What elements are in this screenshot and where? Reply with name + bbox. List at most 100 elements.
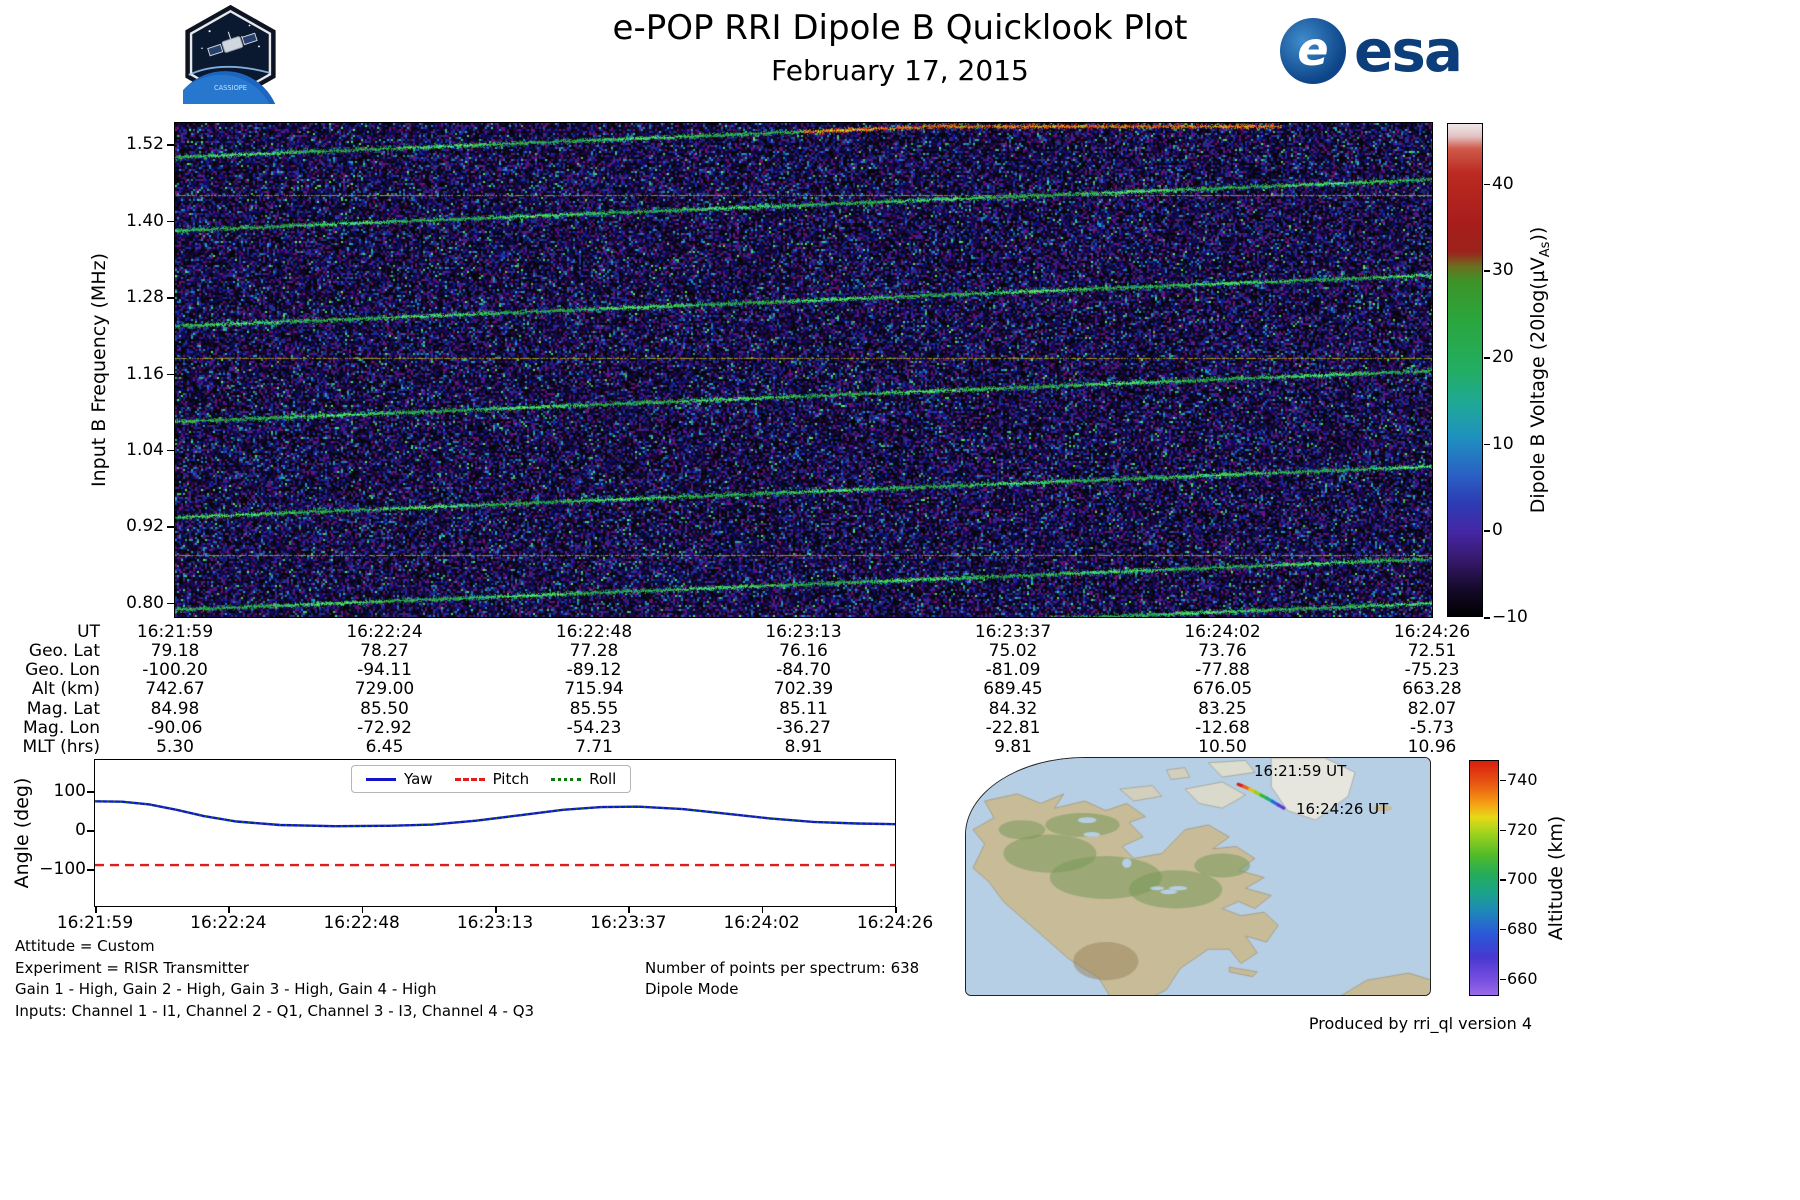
ephemeris-value: 715.94 — [564, 679, 624, 700]
ephemeris-value: -77.88 — [1195, 660, 1250, 681]
ephemeris-value: 85.50 — [360, 698, 409, 719]
altitude-colorbar-tickmark — [1500, 829, 1506, 832]
produced-by-note: Produced by rri_ql version 4 — [1308, 1014, 1532, 1033]
ephemeris-value: 16:22:24 — [346, 621, 423, 642]
angle-xtickmark — [495, 907, 497, 913]
ephemeris-value: 10.50 — [1198, 737, 1247, 758]
ephemeris-value: -100.20 — [142, 660, 208, 681]
spectrogram-colorbar-label: Dipole B Voltage (20log(µVAs)) — [1527, 227, 1553, 514]
ephemeris-value: -5.73 — [1410, 718, 1454, 738]
spectrogram-ytickmark — [167, 220, 174, 223]
ephemeris-value: -36.27 — [776, 718, 831, 738]
angle-plot-legend: Yaw Pitch Roll — [351, 765, 632, 793]
page-subtitle: February 17, 2015 — [771, 54, 1029, 87]
altitude-colorbar-tickmark — [1500, 978, 1506, 981]
ephemeris-value: -12.68 — [1195, 718, 1250, 738]
yaw-line-icon — [366, 777, 396, 781]
angle-ytick: 0 — [75, 820, 86, 841]
spectrogram-colorbar-tick: 30 — [1492, 260, 1514, 281]
ground-track-map: 16:21:59 UT 16:24:26 UT — [965, 757, 1431, 996]
spectrogram-ytick: 1.04 — [126, 439, 164, 460]
ephemeris-value: 689.45 — [983, 679, 1043, 700]
angle-xtickmark — [361, 907, 364, 913]
ephemeris-value: 78.27 — [360, 640, 409, 661]
altitude-colorbar-tickmark — [1500, 879, 1506, 881]
spectrogram-colorbar-tickmark — [1484, 617, 1490, 619]
ephemeris-value: 85.11 — [779, 698, 828, 719]
ephemeris-value: -94.11 — [357, 660, 412, 681]
ephemeris-value: -75.23 — [1404, 660, 1460, 681]
ephemeris-value: 16:23:37 — [974, 621, 1052, 642]
spectrogram-colorbar-tickmark — [1484, 183, 1490, 186]
ephemeris-value: 729.00 — [354, 679, 415, 700]
yaw-line — [94, 800, 896, 828]
spectrogram-colorbar-tickmark — [1484, 357, 1490, 359]
spectrogram-colorbar-tickmark — [1484, 443, 1490, 446]
ephemeris-row-label: Alt (km) — [31, 679, 100, 700]
angle-ytickmark — [87, 830, 94, 832]
ephemeris-value: 75.02 — [988, 640, 1038, 661]
colorbar-label-sub: As — [1537, 241, 1553, 258]
ephemeris-value: 7.71 — [575, 737, 613, 758]
legend-label-pitch: Pitch — [492, 770, 530, 788]
esa-globe-icon: e — [1280, 18, 1346, 84]
angle-xtickmark — [895, 907, 897, 913]
points-per-spectrum-note: Number of points per spectrum: 638 — [645, 959, 920, 977]
spectrogram-colorbar-tickmark — [1484, 270, 1490, 272]
ephemeris-value: 663.28 — [1402, 679, 1462, 700]
ephemeris-value: 676.05 — [1192, 679, 1253, 700]
angle-xtickmark — [95, 907, 97, 913]
spectrogram-ytick: 0.80 — [126, 592, 164, 613]
spectrogram-ytick: 1.40 — [126, 210, 164, 231]
angle-xtick: 16:23:13 — [456, 913, 534, 933]
colorbar-label-suffix: )) — [1527, 226, 1550, 242]
ephemeris-row-label: Geo. Lon — [25, 660, 100, 681]
angle-ytick: −100 — [39, 859, 86, 879]
map-image — [966, 758, 1430, 995]
angle-xtickmark — [628, 907, 630, 913]
spectrogram-ytickmark — [167, 373, 174, 375]
ephemeris-value: 84.98 — [150, 698, 200, 719]
ephemeris-row-label: MLT (hrs) — [22, 737, 100, 758]
roll-line — [94, 800, 896, 828]
ephemeris-value: 6.45 — [365, 737, 404, 758]
ephemeris-value: -72.92 — [357, 718, 412, 738]
ephemeris-value: 5.30 — [156, 737, 194, 758]
altitude-colorbar — [1469, 760, 1499, 996]
ephemeris-value: 9.81 — [994, 737, 1032, 758]
esa-wordmark: esa — [1354, 17, 1463, 85]
spectrogram-ytick: 0.92 — [126, 516, 164, 537]
ephemeris-value: 82.07 — [1407, 698, 1457, 719]
legend-label-yaw: Yaw — [404, 770, 433, 788]
spectrogram-ytick: 1.16 — [126, 363, 164, 384]
ephemeris-value: 72.51 — [1407, 640, 1457, 661]
ephemeris-value: 73.76 — [1198, 640, 1247, 661]
ephemeris-value: 16:24:26 — [1393, 621, 1471, 642]
roll-line-icon — [551, 777, 582, 781]
colorbar-label-prefix: Dipole B Voltage (20log(µV — [1527, 257, 1550, 514]
spectrogram-colorbar-tick: 0 — [1492, 520, 1503, 541]
angle-xtick: 16:24:26 — [856, 913, 934, 933]
ephemeris-value: 77.28 — [569, 640, 619, 661]
ephemeris-value: 16:22:48 — [555, 621, 633, 642]
legend-item-pitch: Pitch — [454, 770, 530, 788]
spectrogram-colorbar-tick: 10 — [1492, 433, 1514, 454]
legend-item-roll: Roll — [551, 770, 616, 788]
altitude-colorbar-tick: 700 — [1507, 869, 1538, 889]
altitude-colorbar-label: Altitude (km) — [1545, 815, 1567, 941]
ephemeris-value: -81.09 — [985, 660, 1041, 681]
legend-item-yaw: Yaw — [366, 770, 433, 788]
spectrogram-colorbar — [1447, 123, 1483, 617]
angle-plot — [94, 800, 896, 867]
attitude-note: Attitude = Custom — [15, 937, 155, 955]
ephemeris-value: 76.16 — [779, 640, 828, 661]
ephemeris-value: 10.96 — [1407, 737, 1457, 758]
ephemeris-value: 702.39 — [773, 679, 834, 700]
dipole-mode-note: Dipole Mode — [645, 980, 739, 998]
ephemeris-value: -54.23 — [566, 718, 622, 738]
ephemeris-value: 8.91 — [784, 737, 823, 758]
spectrogram-ytickmark — [167, 144, 174, 146]
ephemeris-value: -84.70 — [776, 660, 831, 681]
ephemeris-value: -89.12 — [566, 660, 622, 681]
